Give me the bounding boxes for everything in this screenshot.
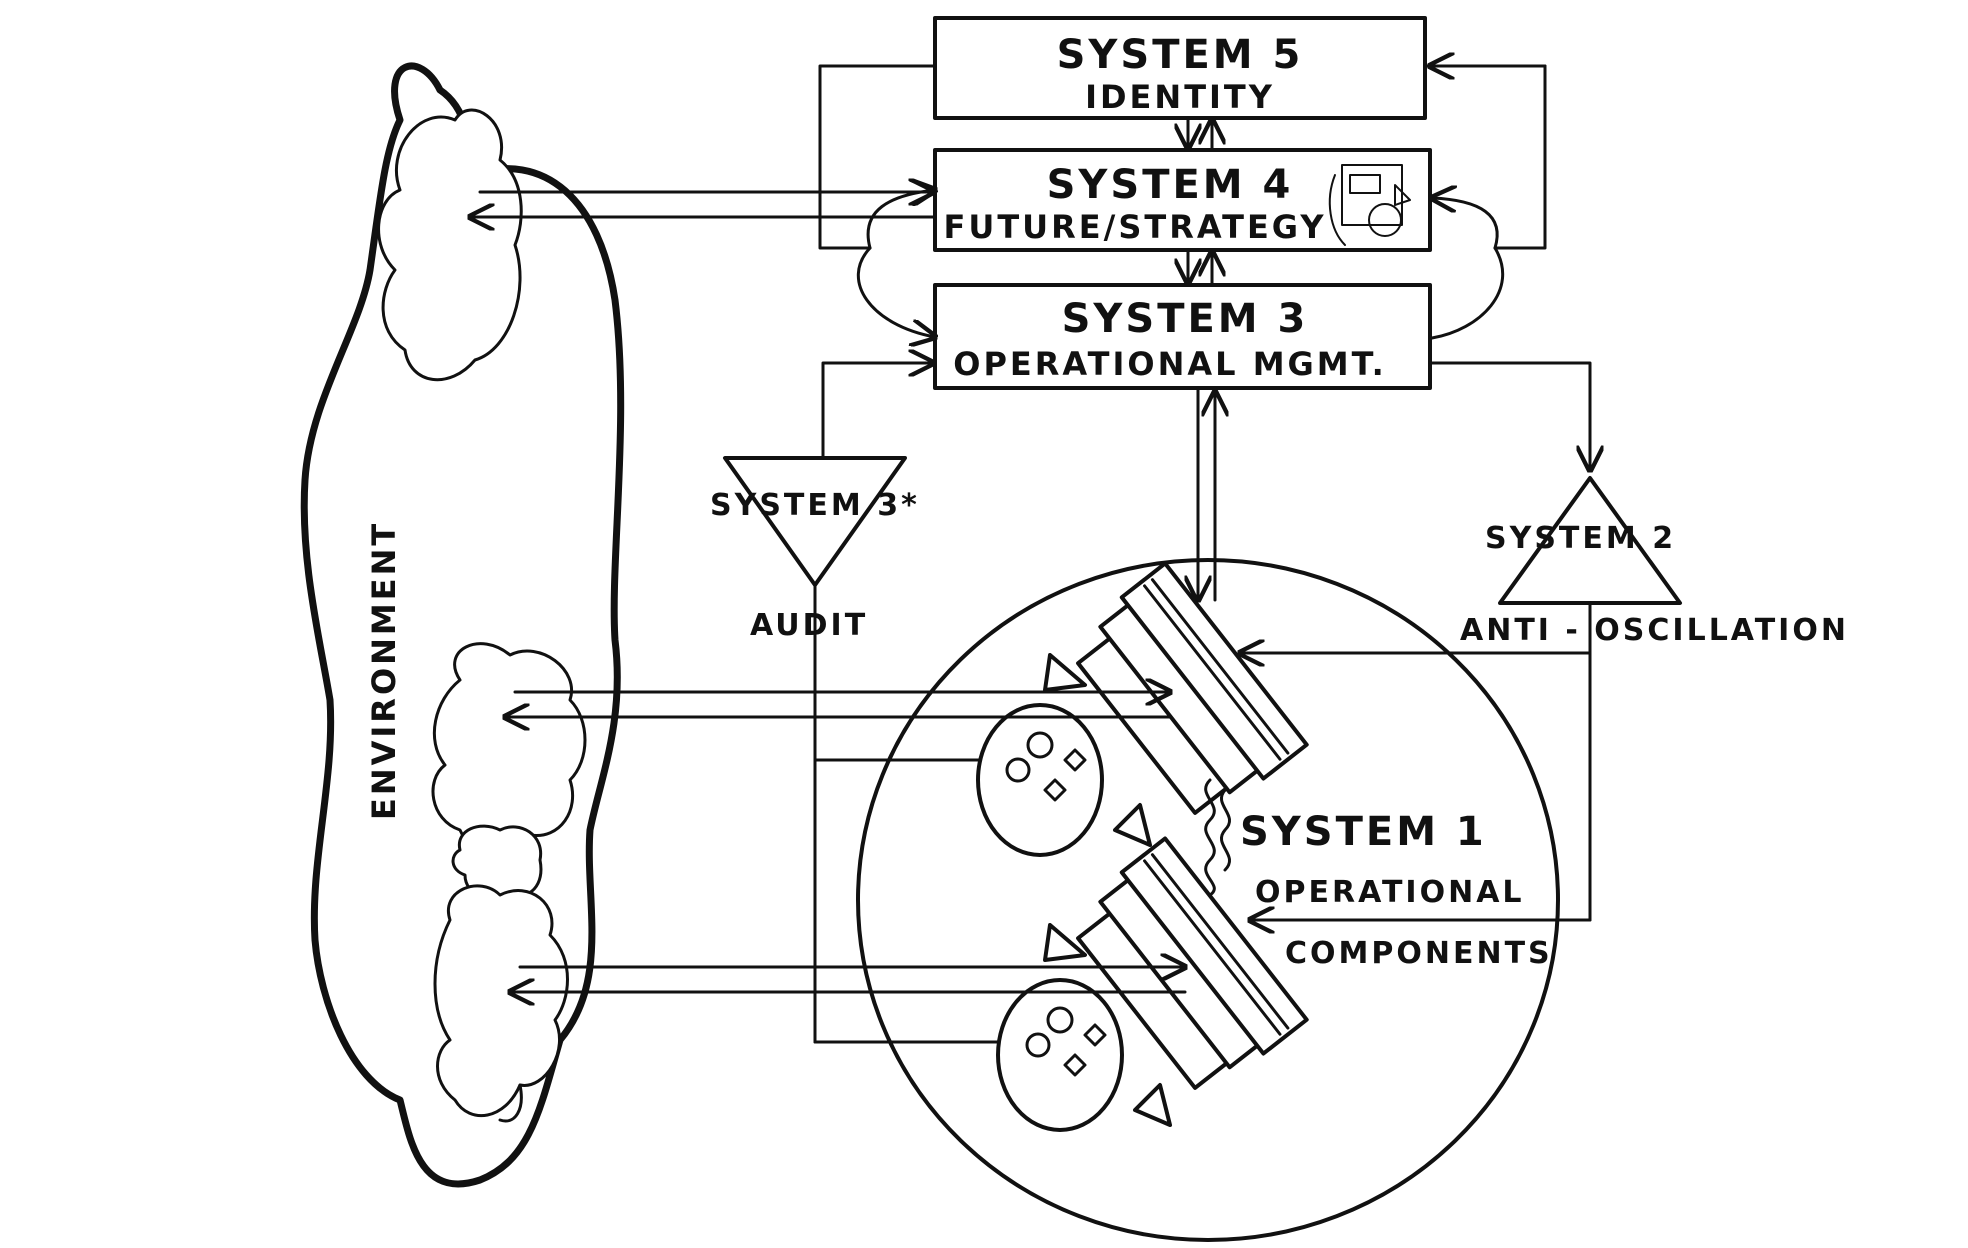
system3star-triangle: SYSTEM 3* AUDIT [710, 456, 920, 643]
operational-unit-upper [976, 561, 1309, 857]
environment-subcloud-middle [431, 642, 587, 901]
system5-title: SYSTEM 5 [1057, 32, 1304, 78]
system2-triangle: SYSTEM 2 ANTI - OSCILLATION [1460, 476, 1849, 648]
system1-title: SYSTEM 1 [1240, 809, 1487, 855]
environment-subcloud-top [377, 108, 523, 382]
system3-subtitle: OPERATIONAL MGMT. [953, 345, 1387, 383]
system1-circle [856, 558, 1560, 1242]
environment-subcloud-bottom [433, 884, 569, 1123]
system3-title: SYSTEM 3 [1062, 296, 1309, 342]
interaction-squiggle [1204, 778, 1232, 897]
environment-label: ENVIRONMENT [365, 521, 403, 820]
audit-channel [813, 363, 1062, 1044]
system1-subtitle-line1: OPERATIONAL [1255, 875, 1525, 910]
system2-subtitle: ANTI - OSCILLATION [1460, 613, 1849, 648]
system5-box: SYSTEM 5 IDENTITY [933, 16, 1427, 120]
system4-box: SYSTEM 4 FUTURE/STRATEGY [933, 148, 1432, 252]
environment-cloud [300, 62, 625, 1188]
system3-system1-link [1198, 386, 1215, 600]
environment-system4-arrows [470, 192, 933, 217]
strategy-sketch-icon [1328, 164, 1411, 246]
system1-subtitle-line2: COMPONENTS [1285, 936, 1553, 971]
system2-title: SYSTEM 2 [1485, 521, 1676, 556]
vertical-links-5-4-3 [1188, 116, 1212, 283]
system3star-subtitle: AUDIT [750, 608, 868, 643]
environment-system1-arrows [505, 692, 1185, 992]
system4-title: SYSTEM 4 [1047, 162, 1294, 208]
coordination-channel [1240, 361, 1590, 920]
system5-subtitle: IDENTITY [1085, 78, 1275, 116]
system4-subtitle: FUTURE/STRATEGY [943, 208, 1326, 246]
system3star-title: SYSTEM 3* [710, 488, 920, 523]
system3-box: SYSTEM 3 OPERATIONAL MGMT. [933, 283, 1432, 390]
